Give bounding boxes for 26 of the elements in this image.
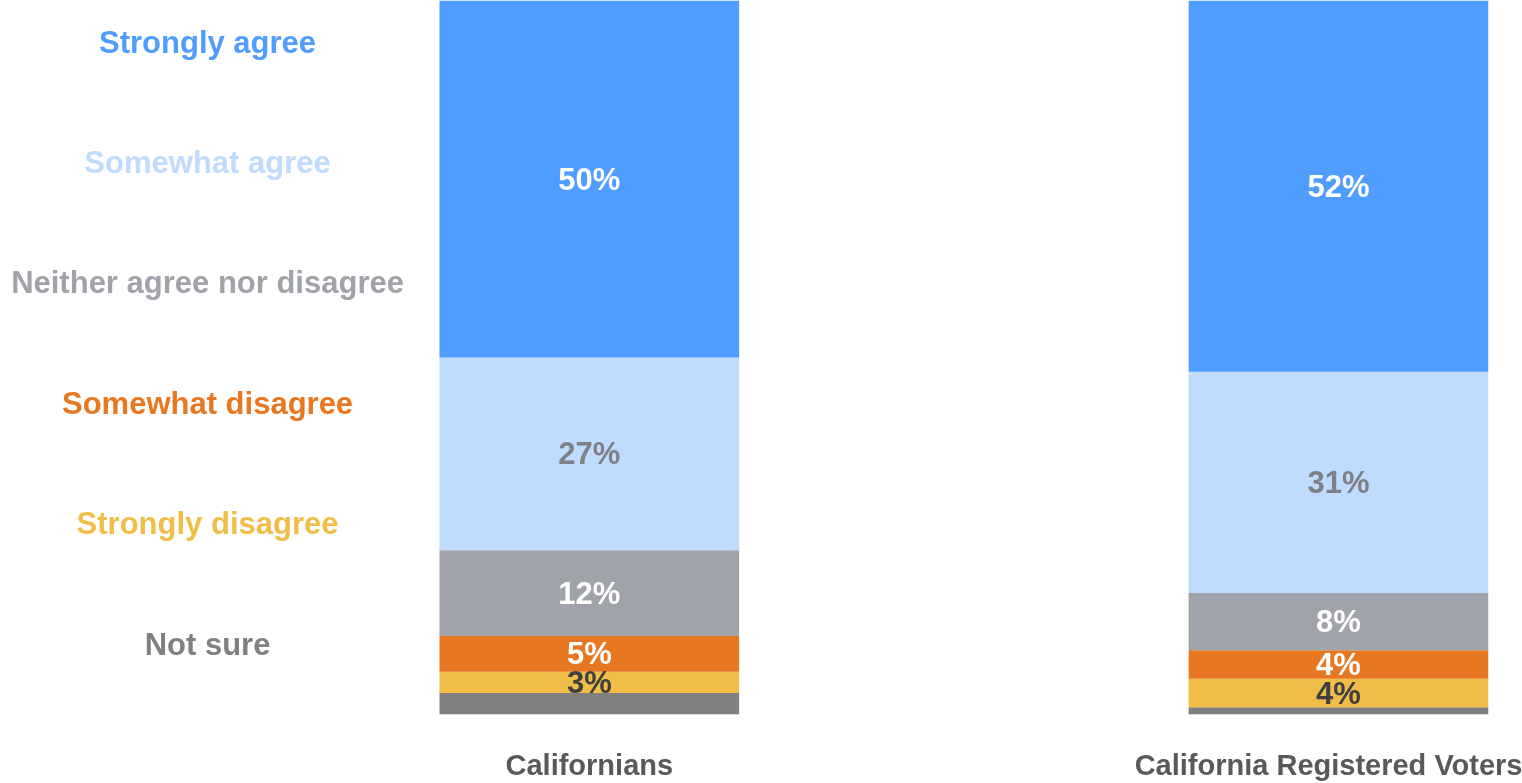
text: Strongly agree xyxy=(99,24,317,60)
bar xyxy=(1188,371,1489,594)
x-tick-label: California Registered Voters xyxy=(1134,748,1522,781)
data-label: 52% xyxy=(1307,168,1370,204)
data-label: 27% xyxy=(558,436,621,472)
bar xyxy=(439,635,740,672)
bar xyxy=(439,693,740,715)
data-label: 31% xyxy=(1307,464,1370,500)
text: Strongly disagree xyxy=(76,506,339,542)
text: Somewhat disagree xyxy=(61,385,354,421)
bar xyxy=(1188,650,1489,679)
bar xyxy=(1188,0,1489,372)
data-label: 50% xyxy=(558,161,621,197)
x-tick-label: Californians xyxy=(505,748,674,781)
data-label: 12% xyxy=(558,575,621,611)
data-label: 8% xyxy=(1316,604,1361,640)
bar xyxy=(439,0,740,358)
bar xyxy=(1188,593,1489,651)
bar xyxy=(439,357,740,551)
text: Not sure xyxy=(144,626,271,662)
bar xyxy=(439,671,740,694)
bar xyxy=(439,550,740,636)
bar xyxy=(1188,707,1489,715)
text: Neither agree nor disagree xyxy=(11,265,404,301)
text: Somewhat agree xyxy=(84,145,331,181)
bar xyxy=(1188,678,1489,708)
